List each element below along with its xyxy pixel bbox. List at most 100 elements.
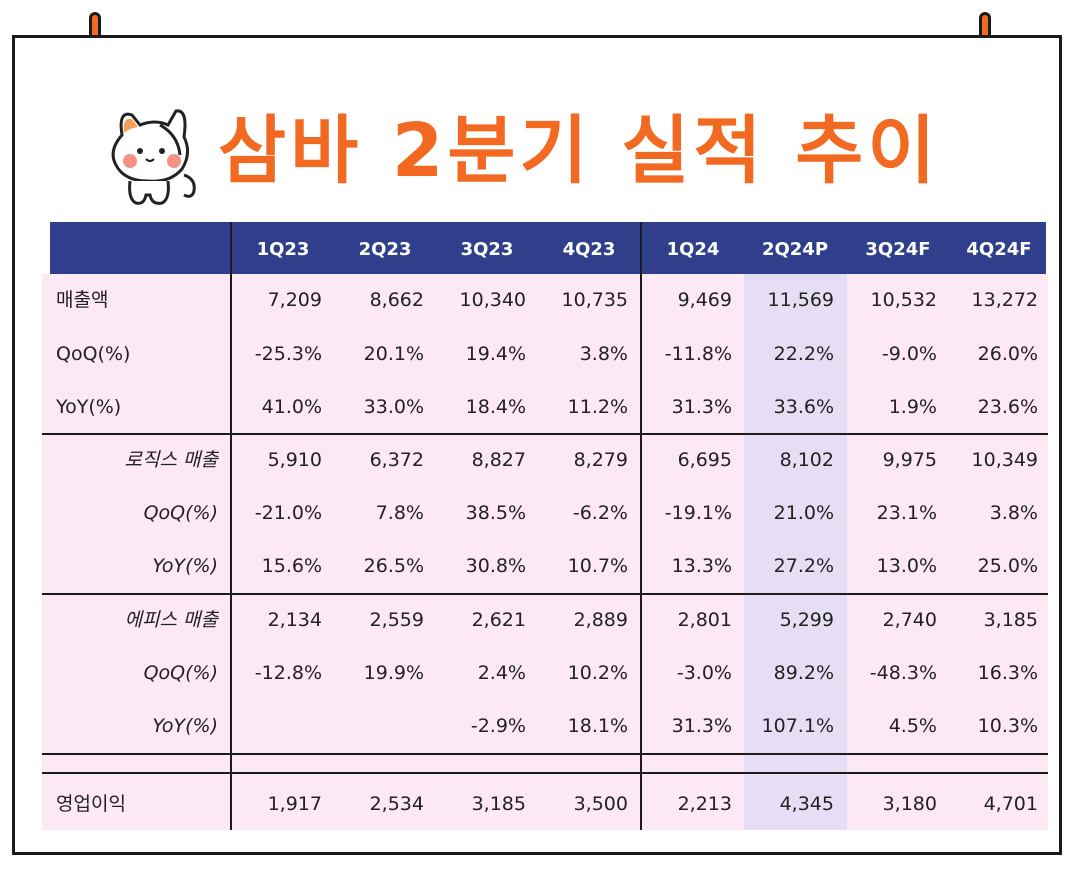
table-cell: -19.1% xyxy=(664,502,732,524)
table-cell: 8,827 xyxy=(471,449,526,471)
table-cell: 11,569 xyxy=(767,289,834,311)
table-cell: 20.1% xyxy=(363,343,424,365)
table-cell xyxy=(232,700,334,753)
table-cell: -48.3% xyxy=(869,662,937,684)
table-cell: 2,134 xyxy=(267,609,322,631)
table-cell: 18.1% xyxy=(567,715,628,737)
table-cell: 26.5% xyxy=(363,555,424,577)
table-cell: 2,213 xyxy=(677,793,732,815)
table-cell: 2,740 xyxy=(882,609,937,631)
table-cell: 27.2% xyxy=(773,555,834,577)
column-divider xyxy=(230,222,232,830)
table-cell: 19.9% xyxy=(363,662,424,684)
table-cell: 25.0% xyxy=(977,555,1038,577)
table-body xyxy=(42,274,1048,830)
highlight-column-2q24p xyxy=(744,274,847,830)
table-cell: 6,372 xyxy=(369,449,424,471)
table-cell: -11.8% xyxy=(664,343,732,365)
table-cell: 23.1% xyxy=(876,502,937,524)
table-cell: 1,917 xyxy=(267,793,322,815)
table-cell: 13.0% xyxy=(876,555,937,577)
column-header-2q24p: 2Q24P xyxy=(761,239,829,260)
table-cell: 33.0% xyxy=(363,396,424,418)
table-cell: 13,272 xyxy=(971,289,1038,311)
column-header-2q23: 2Q23 xyxy=(358,239,412,260)
table-cell: 8,102 xyxy=(779,449,834,471)
row-label: QoQ(%) xyxy=(56,343,131,365)
row-label: 에피스 매출 xyxy=(124,609,218,631)
table-cell: 30.8% xyxy=(465,555,526,577)
column-header-4q23: 4Q23 xyxy=(562,239,616,260)
table-cell: 33.6% xyxy=(773,396,834,418)
table-cell: -3.0% xyxy=(676,662,732,684)
table-cell: 10,340 xyxy=(459,289,526,311)
table-cell: 89.2% xyxy=(773,662,834,684)
table-cell: 9,975 xyxy=(882,449,937,471)
table-cell: 21.0% xyxy=(773,502,834,524)
earnings-table: 1Q23 2Q23 3Q23 4Q23 1Q24 2Q24P 3Q24F 4Q24F 매출액 7,… xyxy=(42,222,1048,830)
table-cell: 15.6% xyxy=(261,555,322,577)
table-cell: -2.9% xyxy=(470,715,526,737)
table-cell: 38.5% xyxy=(465,502,526,524)
table-cell: 2,889 xyxy=(573,609,628,631)
column-header-1q23: 1Q23 xyxy=(256,239,310,260)
table-cell: -12.8% xyxy=(254,662,322,684)
table-cell: 41.0% xyxy=(261,396,322,418)
table-cell: 18.4% xyxy=(465,396,526,418)
table-cell: 4.5% xyxy=(888,715,937,737)
column-header-3q23: 3Q23 xyxy=(460,239,514,260)
column-divider xyxy=(640,222,642,830)
table-cell: 9,469 xyxy=(677,289,732,311)
table-cell: 10.2% xyxy=(567,662,628,684)
column-header-3q24f: 3Q24F xyxy=(865,239,931,260)
row-label: QoQ(%) xyxy=(143,502,218,524)
table-cell: 2,621 xyxy=(471,609,526,631)
row-label: YoY(%) xyxy=(152,555,218,577)
table-cell: 2,801 xyxy=(677,609,732,631)
row-label: YoY(%) xyxy=(152,715,218,737)
table-cell: 10,532 xyxy=(870,289,937,311)
table-cell: 10.3% xyxy=(977,715,1038,737)
cat-mascot-icon xyxy=(111,109,196,205)
table-cell: -25.3% xyxy=(254,343,322,365)
table-cell: 5,910 xyxy=(267,449,322,471)
table-cell: 5,299 xyxy=(779,609,834,631)
table-cell: 11.2% xyxy=(567,396,628,418)
table-cell: 7.8% xyxy=(375,502,424,524)
table-cell: 31.3% xyxy=(671,715,732,737)
table-cell: 19.4% xyxy=(465,343,526,365)
column-header-4q24f: 4Q24F xyxy=(966,239,1032,260)
table-cell: -6.2% xyxy=(572,502,628,524)
table-cell: 3,180 xyxy=(882,793,937,815)
table-cell: 26.0% xyxy=(977,343,1038,365)
table-header xyxy=(50,222,1046,274)
table-cell: 3,185 xyxy=(471,793,526,815)
page-title: 삼바 2분기 실적 추이 xyxy=(218,108,940,194)
row-label: 로직스 매출 xyxy=(124,449,218,471)
table-cell: 8,662 xyxy=(369,289,424,311)
table-cell: 4,345 xyxy=(779,793,834,815)
table-cell: 3.8% xyxy=(989,502,1038,524)
table-cell: 2,534 xyxy=(369,793,424,815)
row-label: QoQ(%) xyxy=(143,662,218,684)
row-label: YoY(%) xyxy=(56,396,122,418)
table-cell: -9.0% xyxy=(881,343,937,365)
table-cell: 3,500 xyxy=(573,793,628,815)
row-label: 영업이익 xyxy=(56,793,126,815)
table-cell: 10,735 xyxy=(561,289,628,311)
table-cell: 8,279 xyxy=(573,449,628,471)
table-cell: 6,695 xyxy=(677,449,732,471)
table-cell: 7,209 xyxy=(267,289,322,311)
table-cell: 1.9% xyxy=(888,396,937,418)
table-cell: 13.3% xyxy=(671,555,732,577)
table-cell: 16.3% xyxy=(977,662,1038,684)
table-cell: 10.7% xyxy=(567,555,628,577)
table-cell: 3,185 xyxy=(983,609,1038,631)
table-cell: 31.3% xyxy=(671,396,732,418)
table-cell: 10,349 xyxy=(971,449,1038,471)
table-cell: 23.6% xyxy=(977,396,1038,418)
table-cell: 107.1% xyxy=(761,715,834,737)
table-cell xyxy=(334,700,436,753)
table-cell: -21.0% xyxy=(254,502,322,524)
table-cell: 3.8% xyxy=(579,343,628,365)
